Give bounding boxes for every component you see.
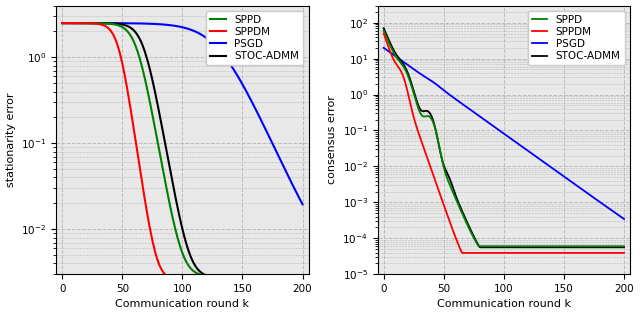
Y-axis label: stationarity error: stationarity error [6, 93, 15, 187]
Line: SPPDM: SPPDM [62, 23, 303, 281]
Y-axis label: consensus error: consensus error [327, 95, 337, 184]
PSGD [278, 162, 286, 165]
X-axis label: Communication round k: Communication round k [115, 300, 250, 309]
SPPDM [299, 279, 307, 283]
PSGD [299, 202, 307, 206]
STOC-ADMM [380, 26, 388, 30]
SPPDM [58, 21, 66, 25]
SPPD [58, 21, 66, 25]
SPPDM [188, 279, 196, 283]
PSGD [380, 46, 388, 50]
SPPDM [511, 251, 518, 255]
STOC-ADMM [468, 230, 476, 233]
SPPDM [620, 251, 628, 255]
SPPDM [381, 35, 388, 39]
STOC-ADMM [601, 245, 609, 249]
STOC-ADMM [476, 245, 484, 249]
PSGD [620, 217, 628, 221]
SPPD [146, 100, 154, 104]
STOC-ADMM [159, 131, 167, 135]
Line: PSGD: PSGD [384, 48, 624, 219]
Legend: SPPD, SPPDM, PSGD, STOC-ADMM: SPPD, SPPDM, PSGD, STOC-ADMM [527, 11, 625, 65]
SPPD [380, 29, 388, 32]
PSGD [481, 118, 488, 122]
SPPDM [278, 279, 286, 283]
SPPDM [380, 32, 388, 35]
STOC-ADMM [188, 258, 196, 261]
Legend: SPPD, SPPDM, PSGD, STOC-ADMM: SPPD, SPPDM, PSGD, STOC-ADMM [206, 11, 303, 65]
PSGD [401, 61, 409, 65]
SPPD [60, 21, 67, 25]
PSGD [188, 28, 196, 32]
Line: STOC-ADMM: STOC-ADMM [384, 28, 624, 247]
SPPD [476, 244, 484, 248]
SPPD [468, 231, 476, 235]
X-axis label: Communication round k: Communication round k [437, 300, 571, 309]
SPPDM [159, 270, 167, 274]
SPPDM [468, 251, 476, 255]
SPPDM [601, 251, 609, 255]
STOC-ADMM [620, 245, 628, 249]
Line: SPPD: SPPD [62, 23, 303, 277]
SPPDM [80, 21, 88, 25]
SPPD [401, 68, 409, 72]
PSGD [509, 139, 517, 142]
PSGD [58, 21, 66, 25]
STOC-ADMM [482, 245, 490, 249]
SPPD [159, 169, 167, 173]
STOC-ADMM [381, 29, 388, 33]
STOC-ADMM [60, 21, 67, 25]
SPPD [80, 21, 88, 25]
SPPDM [459, 251, 467, 255]
SPPDM [146, 226, 154, 230]
SPPDM [482, 251, 490, 255]
STOC-ADMM [299, 276, 307, 280]
STOC-ADMM [511, 245, 518, 249]
PSGD [468, 109, 476, 112]
SPPD [188, 268, 196, 272]
STOC-ADMM [80, 21, 88, 25]
PSGD [146, 22, 154, 26]
STOC-ADMM [278, 276, 286, 280]
SPPD [482, 244, 490, 248]
SPPDM [60, 21, 67, 25]
PSGD [381, 47, 388, 50]
STOC-ADMM [58, 21, 66, 25]
SPPD [381, 32, 388, 35]
SPPD [299, 275, 307, 279]
STOC-ADMM [401, 66, 409, 69]
Line: SPPD: SPPD [384, 31, 624, 246]
PSGD [60, 21, 67, 25]
SPPD [278, 275, 286, 279]
PSGD [159, 23, 167, 26]
PSGD [600, 203, 607, 207]
PSGD [80, 21, 88, 25]
Line: PSGD: PSGD [62, 23, 303, 204]
SPPD [620, 244, 628, 248]
SPPD [601, 244, 609, 248]
SPPD [511, 244, 518, 248]
SPPDM [401, 81, 409, 85]
Line: STOC-ADMM: STOC-ADMM [62, 23, 303, 278]
Line: SPPDM: SPPDM [384, 33, 624, 253]
STOC-ADMM [146, 68, 154, 72]
